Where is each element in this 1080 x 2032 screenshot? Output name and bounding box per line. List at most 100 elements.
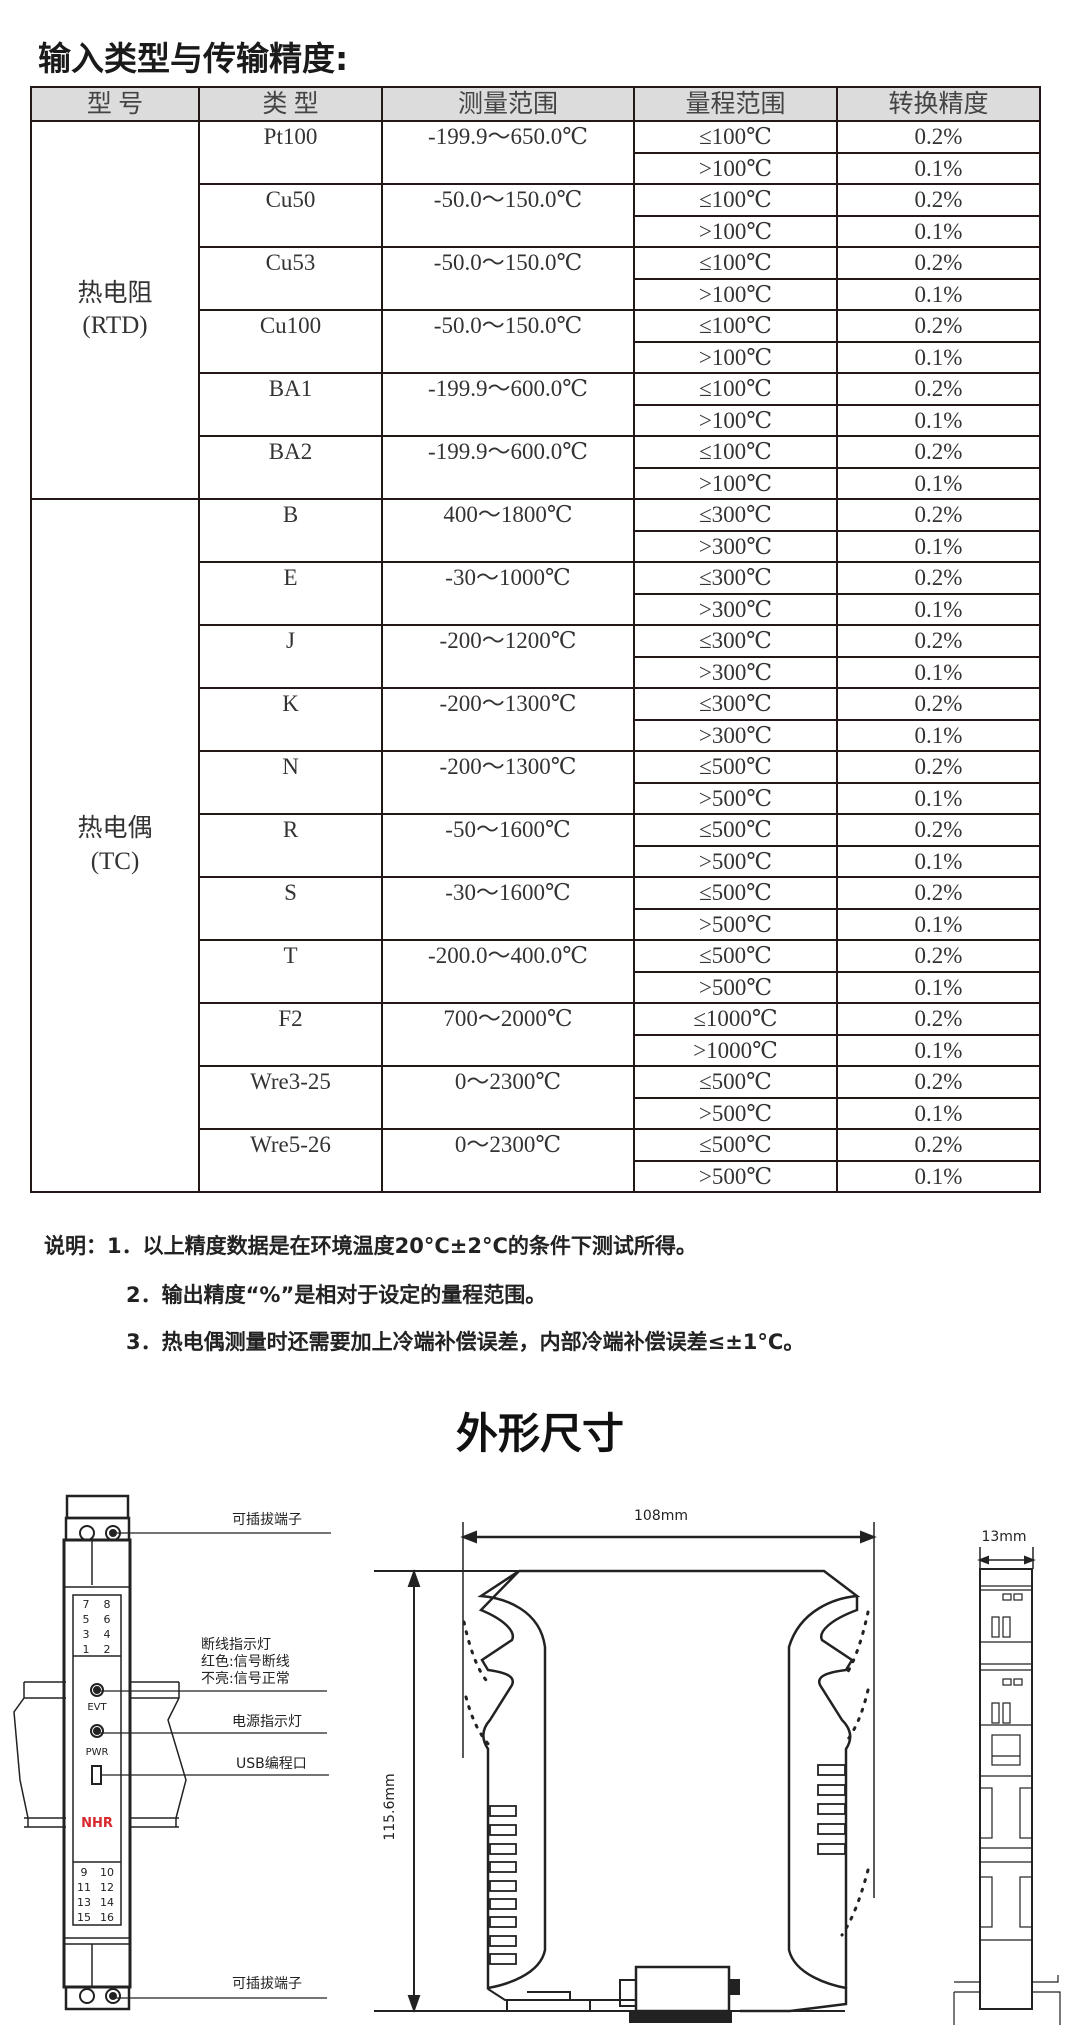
table-row: Cu100 -50.0～150.0℃ ≤100℃ 0.2% [31, 309, 1041, 374]
type-cell: BA2 [198, 435, 383, 500]
model-abbrev: (TC) [90, 847, 140, 875]
span-range-cell: >300℃ [633, 718, 838, 752]
evt-label: EVT [87, 1702, 107, 1713]
span-range-cell: ≤500℃ [633, 813, 838, 847]
span-range-cell: >500℃ [633, 844, 838, 878]
accuracy-cell: 0.1% [836, 403, 1041, 437]
power-led-label: 电源指示灯 [232, 1714, 302, 1730]
table-row: Wre5-26 0～2300℃ ≤500℃ 0.2% [31, 1128, 1041, 1193]
span-range-cell: ≤500℃ [633, 1065, 838, 1099]
table-row: >100℃ 0.1% [31, 466, 1041, 500]
terminal-label-top: 可插拔端子 [232, 1512, 302, 1528]
type-cell: Pt100 [198, 120, 383, 185]
nhr-logo: NHR [81, 1816, 113, 1831]
span-range-cell: ≤100℃ [633, 246, 838, 280]
span-range-cell: ≤100℃ [633, 120, 838, 154]
table-row: S -30～1600℃ ≤500℃ 0.2% [31, 876, 1041, 941]
span-range-cell: >100℃ [633, 340, 838, 374]
span-range-cell: >1000℃ [633, 1033, 838, 1067]
accuracy-cell: 0.1% [836, 844, 1041, 878]
measure-range-cell: -200～1200℃ [381, 624, 635, 689]
accuracy-cell: 0.1% [836, 151, 1041, 185]
accuracy-cell: 0.2% [836, 372, 1041, 406]
type-cell: F2 [198, 1002, 383, 1067]
span-range-cell: >300℃ [633, 529, 838, 563]
type-cell: Wre3-25 [198, 1065, 383, 1130]
vent-slots [489, 1764, 846, 1965]
terminal-number: 10 [100, 1866, 114, 1879]
accuracy-cell: 0.2% [836, 1128, 1041, 1162]
dimensions-title: 外形尺寸 [455, 1409, 624, 1458]
span-range-cell: >500℃ [633, 1096, 838, 1130]
span-range-cell: >300℃ [633, 655, 838, 689]
thickness-dimension-label: 13mm [981, 1529, 1026, 1545]
span-range-cell: ≤1000℃ [633, 1002, 838, 1036]
type-cell: Cu53 [198, 246, 383, 311]
bottom-connector [634, 1965, 731, 2013]
measure-range-cell: 0～2300℃ [381, 1128, 635, 1193]
accuracy-cell: 0.2% [836, 750, 1041, 784]
type-cell: K [198, 687, 383, 752]
side-view-module [374, 1522, 877, 2023]
span-range-cell: ≤500℃ [633, 750, 838, 784]
span-range-cell: >100℃ [633, 403, 838, 437]
accuracy-cell: 0.1% [836, 277, 1041, 311]
accuracy-cell: 0.1% [836, 592, 1041, 626]
accuracy-cell: 0.2% [836, 1065, 1041, 1099]
model-cell: 热电偶 (TC) [30, 498, 200, 1193]
note-1: 说明：1．以上精度数据是在环境温度20°C±2°C的条件下测试所得。 [44, 1234, 697, 1258]
type-cell: R [198, 813, 383, 878]
measure-range-cell: -200～1300℃ [381, 750, 635, 815]
header-model: 型 号 [30, 86, 200, 122]
terminal-number: 3 [83, 1628, 90, 1641]
accuracy-cell: 0.2% [836, 120, 1041, 154]
table-row: Wre3-25 0～2300℃ ≤500℃ 0.2% [31, 1065, 1041, 1130]
dimension-diagram: 7 8 5 6 3 4 1 2 9 10 11 12 13 14 15 16 E… [13, 1494, 1061, 2025]
accuracy-cell: 0.2% [836, 183, 1041, 217]
terminal-number: 9 [81, 1866, 88, 1879]
type-cell: J [198, 624, 383, 689]
table-row: N -200～1300℃ ≤500℃ 0.2% [31, 750, 1041, 815]
accuracy-cell: 0.2% [836, 939, 1041, 973]
table-row: BA2 -199.9～600.0℃ ≤100℃ 0.2% [31, 435, 1041, 500]
span-range-cell: >100℃ [633, 151, 838, 185]
terminal-number: 4 [104, 1628, 111, 1641]
table-row: >500℃ 0.1% [31, 907, 1041, 941]
accuracy-cell: 0.1% [836, 907, 1041, 941]
accuracy-cell: 0.1% [836, 1033, 1041, 1067]
terminal-number: 2 [104, 1643, 111, 1656]
header-measure-range: 测量范围 [381, 86, 635, 122]
height-dimension-label: 115.6mm [382, 1773, 398, 1840]
span-range-cell: >500℃ [633, 1159, 838, 1193]
span-range-cell: ≤100℃ [633, 372, 838, 406]
break-led-label: 断线指示灯 [201, 1637, 271, 1653]
accuracy-cell: 0.2% [836, 561, 1041, 595]
accuracy-cell: 0.2% [836, 498, 1041, 532]
measure-range-cell: -199.9～600.0℃ [381, 372, 635, 437]
accuracy-cell: 0.2% [836, 687, 1041, 721]
type-cell: N [198, 750, 383, 815]
terminal-number: 12 [100, 1881, 114, 1894]
type-cell: BA1 [198, 372, 383, 437]
span-range-cell: ≤300℃ [633, 624, 838, 658]
table-row: >300℃ 0.1% [31, 592, 1041, 626]
terminal-number: 1 [83, 1643, 90, 1656]
measure-range-cell: 700～2000℃ [381, 1002, 635, 1067]
measure-range-cell: -200～1300℃ [381, 687, 635, 752]
accuracy-cell: 0.2% [836, 435, 1041, 469]
header-type: 类 型 [198, 86, 383, 122]
table-row: >500℃ 0.1% [31, 970, 1041, 1004]
terminal-number: 8 [104, 1598, 111, 1611]
terminal-number: 6 [104, 1613, 111, 1626]
accuracy-cell: 0.2% [836, 876, 1041, 910]
table-row: Cu50 -50.0～150.0℃ ≤100℃ 0.2% [31, 183, 1041, 248]
measure-range-cell: 400～1800℃ [381, 498, 635, 563]
header-span-range: 量程范围 [633, 86, 838, 122]
section-title: 输入类型与传输精度: [38, 39, 349, 78]
table-row: J -200～1200℃ ≤300℃ 0.2% [31, 624, 1041, 689]
terminal-number: 14 [100, 1896, 114, 1909]
terminal-screw-icon [79, 1525, 95, 1541]
usb-port-icon [91, 1765, 102, 1785]
type-cell: Wre5-26 [198, 1128, 383, 1193]
accuracy-cell: 0.1% [836, 466, 1041, 500]
